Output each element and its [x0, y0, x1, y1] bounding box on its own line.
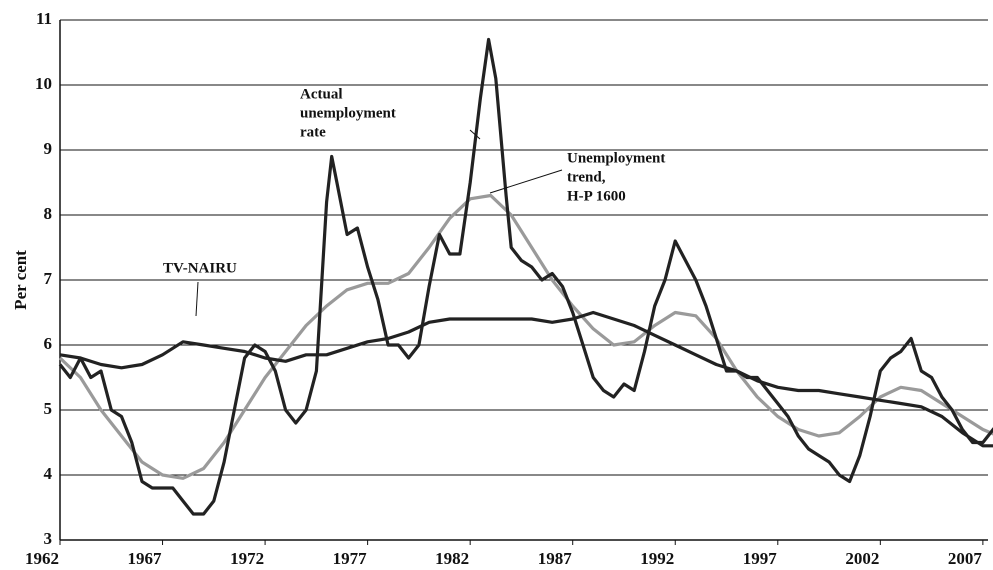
annotation: unemployment: [300, 105, 396, 121]
x-tick-label: 1997: [743, 549, 778, 568]
y-tick-label: 8: [44, 204, 53, 223]
x-tick-label: 1977: [333, 549, 368, 568]
x-tick-label: 1962: [25, 549, 59, 568]
y-axis-label: Per cent: [11, 250, 30, 310]
y-tick-label: 5: [44, 399, 53, 418]
annotation-leader: [195, 281, 199, 317]
annotation: rate: [300, 124, 326, 140]
series-line: [59, 310, 993, 448]
y-tick-label: 4: [44, 464, 53, 483]
x-tick-label: 1992: [640, 549, 674, 568]
series-line: [58, 37, 993, 516]
y-tick-label: 7: [44, 269, 53, 288]
x-tick-label: 1987: [538, 549, 573, 568]
annotation: H-P 1600: [567, 188, 626, 204]
y-tick-label: 11: [36, 9, 52, 28]
annotation-leader: [469, 129, 481, 140]
y-tick-label: 9: [44, 139, 53, 158]
annotation: Unemployment: [567, 150, 665, 166]
y-tick-label: 6: [44, 334, 53, 353]
annotation: Actual: [300, 86, 343, 102]
y-tick-label: 10: [35, 74, 52, 93]
x-tick-label: 2007: [948, 549, 983, 568]
annotation: TV-NAIRU: [163, 260, 237, 276]
x-tick-label: 1967: [128, 549, 163, 568]
y-tick-label: 3: [44, 529, 53, 548]
series-line: [58, 193, 993, 480]
x-tick-label: 2002: [845, 549, 879, 568]
annotation-leader: [489, 169, 563, 194]
annotation: trend,: [567, 169, 606, 185]
x-tick-label: 1982: [435, 549, 469, 568]
x-tick-label: 1972: [230, 549, 264, 568]
